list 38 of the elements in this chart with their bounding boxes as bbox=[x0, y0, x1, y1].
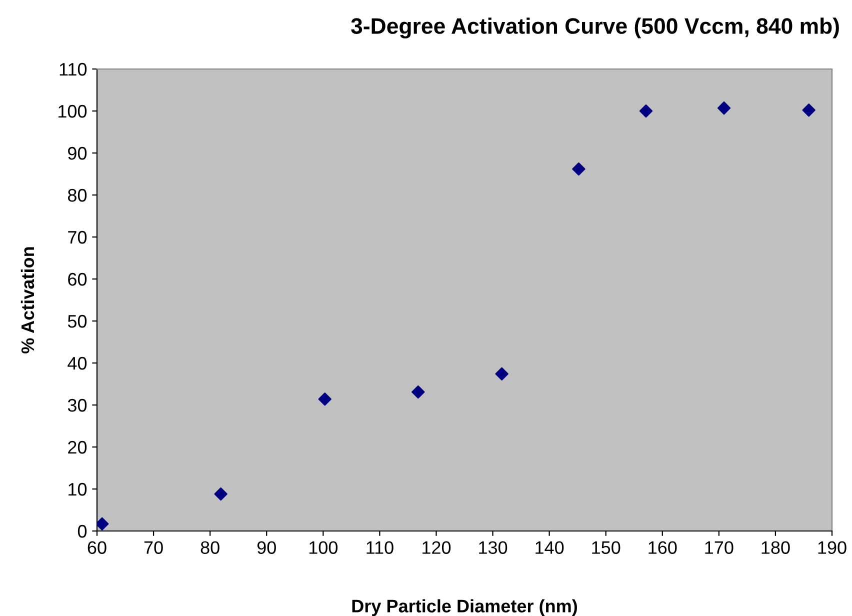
point bbox=[318, 392, 332, 406]
point bbox=[802, 104, 816, 117]
y-tick-label: 0 bbox=[78, 524, 87, 538]
x-tick-label: 130 bbox=[479, 541, 508, 554]
point bbox=[97, 517, 109, 530]
y-tick-label: 80 bbox=[68, 188, 87, 202]
chart-title: 3-Degree Activation Curve (500 Vccm, 840 mb) bbox=[351, 18, 839, 38]
point bbox=[639, 104, 653, 118]
point bbox=[412, 385, 425, 399]
x-tick-label: 60 bbox=[88, 541, 106, 554]
x-tick-label: 160 bbox=[648, 541, 677, 554]
x-tick-label: 80 bbox=[200, 541, 220, 554]
y-tick-label: 50 bbox=[68, 314, 87, 328]
y-axis-title: % Activation bbox=[20, 247, 34, 354]
y-tick-label: 20 bbox=[68, 440, 87, 454]
point bbox=[214, 487, 228, 501]
x-tick-label: 190 bbox=[818, 541, 846, 554]
point bbox=[717, 101, 731, 115]
y-tick-label: 100 bbox=[58, 104, 87, 118]
y-tick-label: 90 bbox=[68, 146, 87, 160]
x-tick-label: 140 bbox=[536, 541, 564, 554]
x-tick-label: 70 bbox=[144, 541, 163, 554]
x-tick-label: 100 bbox=[309, 541, 338, 554]
x-axis-title: Dry Particle Diameter (nm) bbox=[352, 599, 577, 616]
y-tick-label: 110 bbox=[60, 62, 87, 76]
x-tick-label: 110 bbox=[366, 541, 394, 554]
x-tick-label: 170 bbox=[705, 541, 734, 554]
x-tick-label: 180 bbox=[762, 541, 790, 554]
x-tick-label: 90 bbox=[257, 541, 276, 554]
y-tick-label: 30 bbox=[68, 398, 87, 412]
y-tick-label: 60 bbox=[68, 272, 87, 286]
y-tick-label: 10 bbox=[68, 482, 87, 496]
x-tick-label: 120 bbox=[422, 541, 451, 554]
point bbox=[495, 367, 508, 381]
x-tick-label: 150 bbox=[592, 541, 620, 554]
point bbox=[572, 162, 586, 176]
y-tick-label: 70 bbox=[68, 230, 87, 244]
y-tick-label: 40 bbox=[68, 356, 87, 370]
